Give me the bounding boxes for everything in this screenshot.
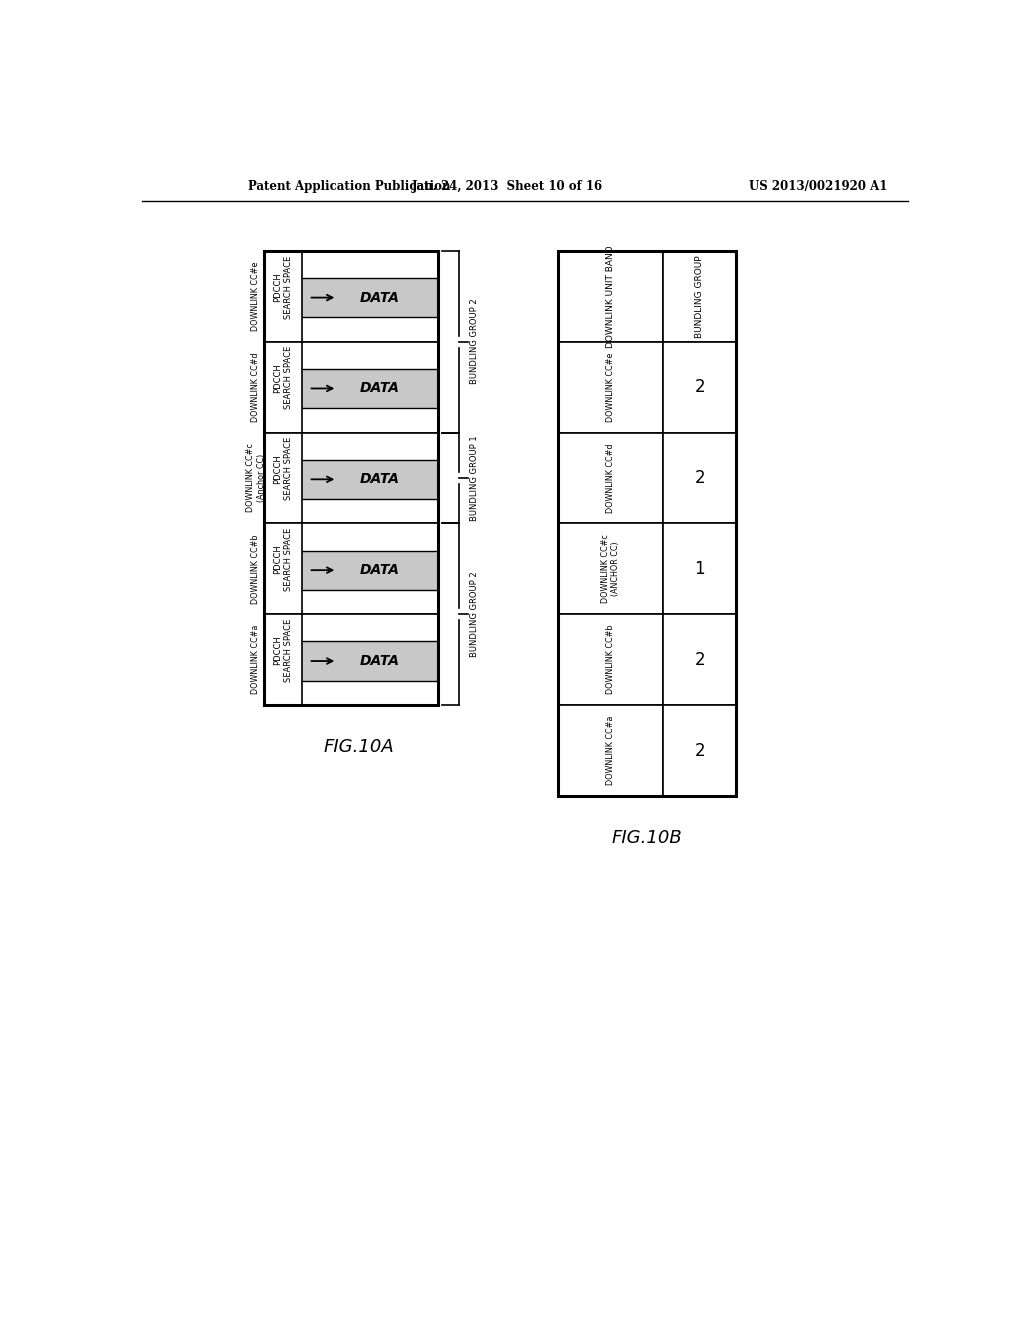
Text: DOWNLINK CC#c
(Anchor CC): DOWNLINK CC#c (Anchor CC) [246, 444, 265, 512]
Text: DATA: DATA [359, 564, 400, 577]
Text: FIG.10B: FIG.10B [612, 829, 683, 847]
Text: Jan. 24, 2013  Sheet 10 of 16: Jan. 24, 2013 Sheet 10 of 16 [413, 181, 603, 194]
Text: 1: 1 [694, 560, 705, 578]
Bar [558, 705, 663, 796]
Text: DATA: DATA [359, 653, 400, 668]
Bar [302, 459, 438, 499]
Text: DATA: DATA [359, 473, 400, 486]
Bar [263, 523, 438, 614]
Bar [263, 433, 438, 524]
Text: 2: 2 [694, 378, 705, 396]
Text: PDCCH
SEARCH SPACE: PDCCH SEARCH SPACE [273, 528, 293, 591]
Bar [302, 642, 438, 681]
Bar [663, 342, 736, 433]
Text: DOWNLINK CC#b: DOWNLINK CC#b [251, 535, 260, 603]
Text: Patent Application Publication: Patent Application Publication [248, 181, 451, 194]
Bar [263, 342, 438, 433]
Text: DOWNLINK CC#d: DOWNLINK CC#d [251, 352, 260, 422]
Bar [558, 523, 663, 614]
Text: DOWNLINK CC#a: DOWNLINK CC#a [251, 624, 260, 694]
Bar [663, 614, 736, 705]
Text: 2: 2 [694, 651, 705, 669]
Text: 2: 2 [694, 742, 705, 759]
Bar [302, 279, 438, 317]
Bar [263, 251, 438, 705]
Text: BUNDLING GROUP 2: BUNDLING GROUP 2 [470, 298, 479, 384]
Text: DOWNLINK CC#e: DOWNLINK CC#e [251, 261, 260, 331]
Bar [558, 251, 736, 796]
Bar [558, 433, 663, 524]
Bar [663, 523, 736, 614]
Text: BUNDLING GROUP 1: BUNDLING GROUP 1 [470, 436, 479, 521]
Text: DOWNLINK CC#d: DOWNLINK CC#d [606, 444, 615, 512]
Text: DOWNLINK CC#e: DOWNLINK CC#e [606, 352, 615, 422]
Bar [263, 614, 438, 705]
Text: FIG.10A: FIG.10A [324, 738, 394, 756]
Text: DOWNLINK CC#b: DOWNLINK CC#b [606, 624, 615, 694]
Text: BUNDLING GROUP 2: BUNDLING GROUP 2 [470, 572, 479, 657]
Bar [558, 251, 663, 342]
Text: DOWNLINK UNIT BAND: DOWNLINK UNIT BAND [606, 246, 615, 347]
Text: PDCCH
SEARCH SPACE: PDCCH SEARCH SPACE [273, 437, 293, 500]
Text: US 2013/0021920 A1: US 2013/0021920 A1 [750, 181, 888, 194]
Bar [302, 368, 438, 408]
Bar [663, 251, 736, 342]
Text: DATA: DATA [359, 381, 400, 396]
Bar [263, 251, 438, 342]
Text: BUNDLING GROUP: BUNDLING GROUP [695, 255, 705, 338]
Bar [302, 550, 438, 590]
Text: PDCCH
SEARCH SPACE: PDCCH SEARCH SPACE [273, 619, 293, 682]
Text: 2: 2 [694, 469, 705, 487]
Bar [663, 705, 736, 796]
Text: DATA: DATA [359, 290, 400, 305]
Text: DOWNLINK CC#a: DOWNLINK CC#a [606, 715, 615, 785]
Text: DOWNLINK CC#c
(ANCHOR CC): DOWNLINK CC#c (ANCHOR CC) [601, 535, 621, 603]
Bar [663, 433, 736, 524]
Text: PDCCH
SEARCH SPACE: PDCCH SEARCH SPACE [273, 255, 293, 318]
Bar [558, 614, 663, 705]
Text: PDCCH
SEARCH SPACE: PDCCH SEARCH SPACE [273, 346, 293, 409]
Bar [558, 342, 663, 433]
